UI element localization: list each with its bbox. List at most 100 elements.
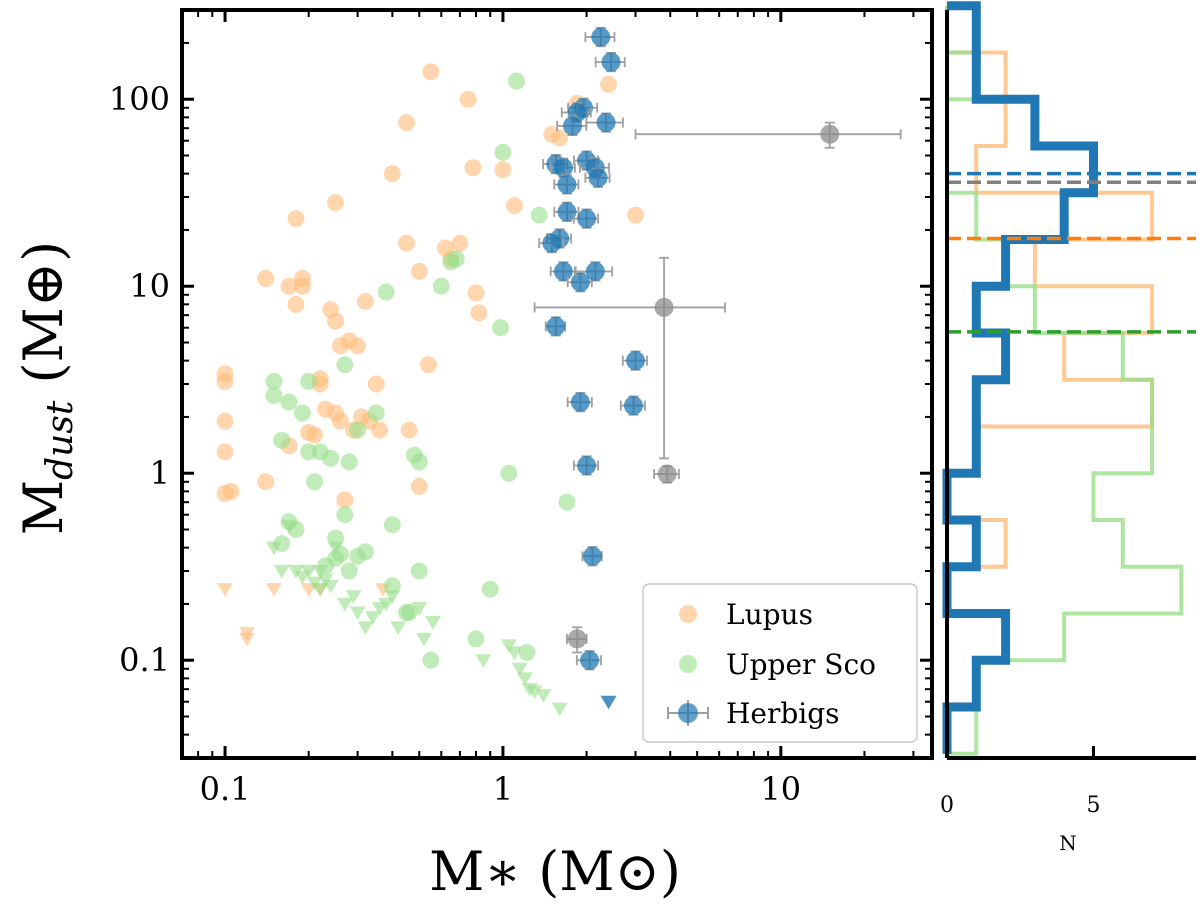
data-point: [626, 351, 646, 371]
y-axis-label-main: M: [12, 480, 75, 535]
data-point: [306, 426, 324, 444]
data-point: [340, 562, 358, 580]
data-point: [601, 52, 621, 72]
data-point: [542, 233, 562, 253]
data-point: [398, 234, 416, 252]
y-axis-label: Mdust (M⊕): [12, 241, 81, 535]
data-point: [222, 482, 240, 500]
data-point: [410, 562, 428, 580]
data-point: [518, 643, 536, 661]
upper-limit-marker: [327, 541, 344, 556]
upper-limit-marker: [411, 602, 428, 616]
upper-limit-marker: [475, 654, 492, 668]
upper-limit-marker: [312, 583, 329, 597]
data-point: [383, 165, 401, 183]
data-point: [420, 356, 438, 374]
data-point: [216, 443, 234, 461]
series-upper-sco: [265, 72, 576, 717]
data-point: [356, 543, 374, 561]
data-point: [287, 295, 305, 313]
upper-limit-marker: [312, 565, 329, 579]
data-point: [577, 455, 597, 475]
data-point: [494, 143, 512, 161]
data-point: [336, 491, 354, 509]
data-point: [422, 651, 440, 669]
legend-box: [642, 583, 918, 743]
legend-label-upper-sco: Upper Sco: [726, 648, 876, 681]
upper-limit-marker: [300, 565, 317, 579]
data-point: [491, 319, 509, 337]
data-point: [820, 124, 840, 144]
data-point: [306, 473, 324, 491]
data-point: [331, 412, 349, 430]
data-point: [530, 206, 548, 224]
legend-marker-lupus: [679, 605, 697, 623]
data-point: [340, 453, 358, 471]
upper-limit-marker: [336, 597, 353, 612]
data-point: [294, 404, 312, 422]
data-point: [280, 277, 298, 295]
data-point: [557, 174, 577, 194]
data-point: [349, 421, 367, 439]
series-lupus: [216, 63, 645, 647]
upper-limit-marker: [390, 621, 407, 635]
data-point: [588, 168, 608, 188]
upper-limit-marker: [378, 597, 395, 612]
legend-marker-upper-sco: [679, 655, 697, 673]
upper-limit-marker: [357, 621, 374, 635]
histogram-x-axis-label: N: [1059, 831, 1077, 855]
x-tick-label: 0.1: [200, 770, 251, 808]
data-point: [585, 261, 605, 281]
upper-limit-marker: [322, 579, 339, 594]
data-point: [300, 372, 318, 390]
upper-limit-marker: [349, 606, 366, 621]
data-point: [273, 431, 291, 449]
data-point: [400, 421, 418, 439]
data-point: [481, 580, 499, 598]
upper-limit-marker: [535, 689, 552, 703]
data-point: [410, 477, 428, 495]
data-point: [623, 396, 643, 416]
series-gray-unassigned-: [533, 121, 902, 654]
data-point: [294, 277, 312, 295]
data-point: [551, 129, 569, 147]
upper-limit-marker: [600, 695, 617, 710]
data-point: [553, 158, 573, 178]
data-point: [216, 372, 234, 390]
data-point: [367, 375, 385, 393]
y-axis-label-subscript: dust: [40, 400, 81, 480]
data-point: [508, 72, 526, 90]
y-tick-label: 100: [109, 80, 170, 118]
upper-limit-marker: [424, 616, 441, 630]
histogram-step-herbigs: [942, 1, 1098, 754]
data-point: [336, 356, 354, 374]
upper-limit-marker: [521, 683, 538, 697]
data-point: [467, 284, 485, 302]
histogram-x-tick-label: 0: [940, 793, 954, 818]
data-point: [563, 116, 583, 136]
upper-limit-marker: [273, 565, 290, 579]
upper-limit-marker: [345, 590, 362, 604]
data-point: [257, 473, 275, 491]
data-point: [627, 206, 645, 224]
data-point: [327, 312, 345, 330]
data-point: [336, 506, 354, 524]
data-point: [400, 603, 418, 621]
data-point: [447, 250, 465, 268]
x-tick-label: 10: [760, 770, 801, 808]
y-axis-label-rest: (M⊕): [12, 241, 75, 401]
data-point: [265, 372, 283, 390]
upper-limit-marker: [217, 583, 234, 597]
upper-limit-marker: [500, 639, 517, 654]
data-point: [280, 393, 298, 411]
data-points: [216, 26, 902, 717]
data-point: [570, 392, 590, 412]
data-point: [371, 421, 389, 439]
data-point: [383, 516, 401, 534]
upper-limit-marker: [265, 583, 282, 597]
data-point: [494, 161, 512, 179]
upper-limit-marker: [384, 590, 401, 604]
data-point: [505, 197, 523, 215]
legend-marker-herbigs: [667, 700, 709, 726]
